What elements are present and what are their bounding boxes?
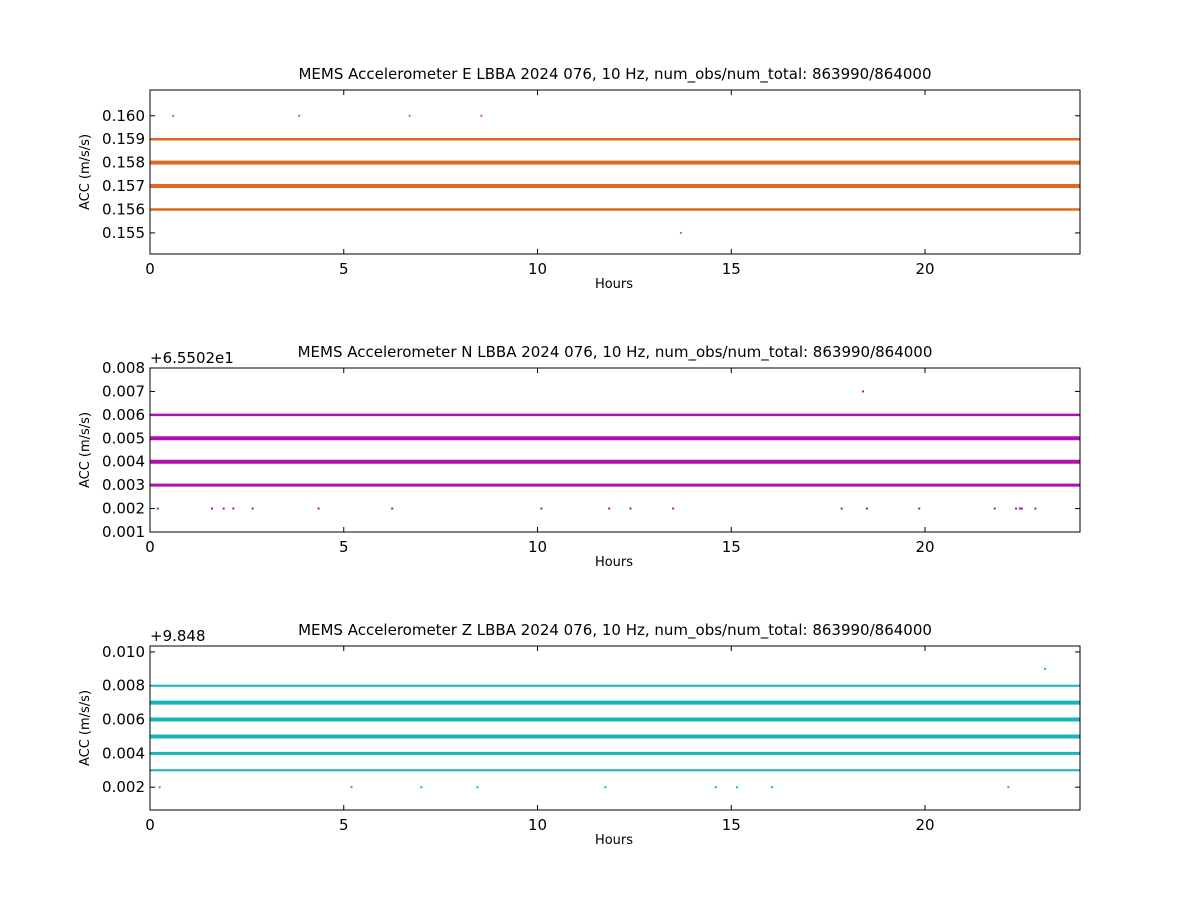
data-point [865, 507, 868, 510]
data-point [156, 507, 159, 510]
plot-frame [149, 367, 1081, 533]
x-tick-label: 0 [145, 538, 155, 556]
data-point [1018, 507, 1021, 510]
x-tick-label: 0 [145, 816, 155, 834]
data-point [862, 390, 864, 393]
plot-frame [149, 645, 1081, 811]
y-offset-label: +6.5502e1 [150, 349, 234, 367]
data-point [1007, 786, 1010, 789]
data-point [222, 507, 225, 510]
x-tick-label: 20 [915, 538, 934, 556]
data-marks [150, 114, 1080, 234]
data-point [608, 507, 611, 510]
axis-ticks: 0 5 10 15 20 0.155 0.156 0.157 0.158 0.159 0.160 [102, 90, 1080, 278]
x-axis-label: Hours [595, 277, 633, 292]
data-point [840, 507, 843, 510]
x-tick-label: 15 [722, 260, 741, 278]
y-tick-label: 0.160 [102, 107, 145, 125]
data-point [714, 786, 717, 789]
x-axis-label: Hours [595, 833, 633, 848]
x-axis-label: Hours [595, 555, 633, 570]
data-point [298, 114, 301, 117]
axis-ticks: 0 5 10 15 20 0.002 0.004 0.006 0.008 0.010 [102, 643, 1080, 834]
y-offset-label: +9.848 [150, 627, 206, 645]
x-tick-label: 15 [722, 816, 741, 834]
data-marks [150, 667, 1080, 789]
data-point [1034, 507, 1037, 510]
data-point [350, 786, 353, 789]
data-point [232, 507, 235, 510]
data-point [251, 507, 254, 510]
y-tick-label: 0.005 [102, 429, 145, 447]
y-axis-label: ACC (m/s/s) [78, 134, 93, 210]
data-point [391, 507, 394, 510]
data-marks [150, 390, 1080, 510]
x-tick-label: 10 [528, 538, 547, 556]
y-tick-label: 0.002 [102, 778, 145, 796]
x-tick-label: 10 [528, 816, 547, 834]
y-tick-label: 0.003 [102, 476, 145, 494]
x-tick-label: 5 [339, 816, 349, 834]
data-point [476, 786, 479, 789]
data-point [672, 507, 675, 510]
y-axis-label: ACC (m/s/s) [78, 412, 93, 488]
data-point [604, 786, 607, 789]
y-tick-label: 0.004 [102, 453, 145, 471]
y-tick-label: 0.159 [102, 130, 145, 148]
x-tick-label: 15 [722, 538, 741, 556]
y-tick-label: 0.158 [102, 154, 145, 172]
data-point [679, 231, 682, 234]
data-point [1020, 507, 1023, 510]
subplot-north: MEMS Accelerometer N LBBA 2024 076, 10 H… [78, 343, 1081, 570]
x-tick-label: 0 [145, 260, 155, 278]
data-point [736, 786, 739, 789]
y-tick-label: 0.155 [102, 224, 145, 242]
subplot-vertical: MEMS Accelerometer Z LBBA 2024 076, 10 H… [78, 621, 1081, 848]
data-point [211, 507, 213, 510]
data-point [317, 507, 320, 510]
x-tick-label: 5 [339, 538, 349, 556]
y-tick-label: 0.004 [102, 744, 145, 762]
data-point [408, 114, 411, 117]
data-point [629, 507, 632, 510]
y-tick-label: 0.001 [102, 523, 145, 541]
axis-ticks: 0 5 10 15 20 0.001 0.002 0.003 0.004 0.005 0.006 0.… [102, 359, 1080, 556]
y-tick-label: 0.010 [102, 643, 145, 661]
x-tick-label: 20 [915, 816, 934, 834]
x-tick-label: 20 [915, 260, 934, 278]
x-tick-label: 10 [528, 260, 547, 278]
subplot-east: MEMS Accelerometer E LBBA 2024 076, 10 H… [78, 65, 1081, 292]
y-tick-label: 0.008 [102, 359, 145, 377]
chart-title: MEMS Accelerometer N LBBA 2024 076, 10 H… [298, 343, 933, 362]
data-point [993, 507, 996, 510]
y-tick-label: 0.008 [102, 677, 145, 695]
chart-title: MEMS Accelerometer Z LBBA 2024 076, 10 H… [298, 621, 932, 640]
x-tick-label: 5 [339, 260, 349, 278]
data-point [1015, 507, 1018, 510]
data-point [158, 786, 161, 789]
y-tick-label: 0.002 [102, 500, 145, 518]
y-tick-label: 0.006 [102, 711, 145, 729]
data-point [172, 114, 175, 117]
data-point [420, 786, 423, 789]
chart-title: MEMS Accelerometer E LBBA 2024 076, 10 H… [298, 65, 931, 84]
y-axis-label: ACC (m/s/s) [78, 690, 93, 766]
data-point [1044, 667, 1047, 670]
data-point [918, 507, 921, 510]
y-tick-label: 0.156 [102, 200, 145, 218]
y-tick-label: 0.007 [102, 382, 145, 400]
y-tick-label: 0.006 [102, 406, 145, 424]
y-tick-label: 0.157 [102, 177, 145, 195]
data-point [480, 114, 483, 117]
data-point [540, 507, 543, 510]
data-point [770, 786, 773, 789]
plot-frame [149, 89, 1081, 255]
